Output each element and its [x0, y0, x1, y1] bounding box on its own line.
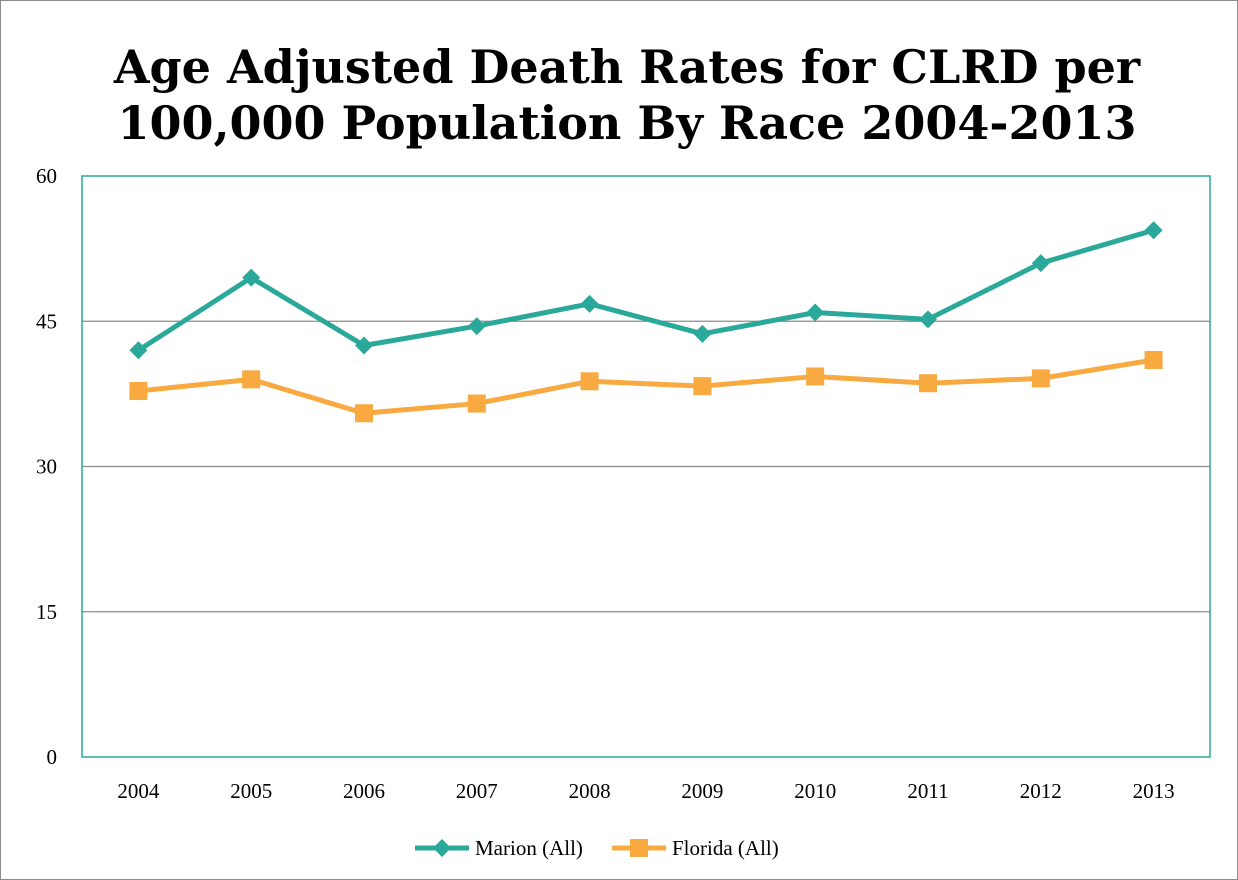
data-point-florida-all-2004 [129, 381, 148, 400]
legend-label-florida-all: Florida (All) [672, 836, 779, 860]
data-point-florida-all-2005 [242, 370, 261, 389]
data-point-marion-all-2005 [242, 268, 261, 287]
data-point-florida-all-2013 [1144, 350, 1163, 369]
legend-marker-florida-all [630, 839, 648, 857]
y-tick-label-60: 60 [36, 164, 57, 188]
series-line-marion-all [135, 227, 1157, 353]
x-tick-label-2009: 2009 [681, 779, 723, 803]
data-point-marion-all-2010 [806, 303, 825, 322]
data-point-florida-all-2009 [693, 377, 712, 396]
legend-item-florida-all: Florida (All) [612, 836, 779, 860]
data-point-florida-all-2010 [806, 367, 825, 386]
data-point-florida-all-2011 [919, 374, 937, 393]
data-point-marion-all-2009 [693, 324, 712, 343]
series-florida-all [129, 350, 1163, 423]
x-tick-label-2007: 2007 [456, 779, 498, 803]
y-tick-label-0: 0 [47, 745, 58, 769]
series-marion-all [129, 221, 1163, 360]
x-tick-label-2008: 2008 [569, 779, 611, 803]
x-tick-label-2011: 2011 [907, 779, 948, 803]
data-point-marion-all-2008 [580, 294, 599, 313]
plot-area-border [81, 175, 1211, 758]
x-tick-label-2010: 2010 [794, 779, 836, 803]
data-point-marion-all-2006 [355, 336, 373, 355]
chart-title-line-2: 100,000 Population By Race 2004-2013 [117, 96, 1136, 150]
data-point-florida-all-2012 [1031, 369, 1050, 388]
x-tick-label-2005: 2005 [230, 779, 272, 803]
legend-item-marion-all: Marion (All) [415, 836, 583, 860]
series-layer [129, 221, 1163, 423]
x-axis-ticks: 2004 2005 2006 2007 2008 2009 2010 2011 2012 2013 [117, 779, 1174, 803]
data-point-florida-all-2007 [467, 394, 486, 413]
y-axis-ticks: 0 15 30 45 60 [36, 164, 57, 769]
gridlines [82, 320, 1210, 613]
y-tick-label-45: 45 [36, 309, 57, 333]
y-tick-label-30: 30 [36, 455, 57, 479]
legend: Marion (All) Florida (All) [415, 836, 779, 860]
data-point-marion-all-2012 [1031, 254, 1050, 273]
legend-label-marion-all: Marion (All) [475, 836, 583, 860]
data-point-marion-all-2004 [129, 341, 148, 360]
chart-title-line-1: Age Adjusted Death Rates for CLRD per [113, 40, 1141, 94]
x-tick-label-2006: 2006 [343, 779, 385, 803]
data-point-florida-all-2008 [580, 372, 599, 391]
data-point-marion-all-2013 [1144, 221, 1163, 240]
x-tick-label-2013: 2013 [1133, 779, 1175, 803]
x-tick-label-2004: 2004 [117, 779, 160, 803]
data-point-florida-all-2006 [355, 404, 373, 423]
x-tick-label-2012: 2012 [1020, 779, 1062, 803]
series-line-florida-all [135, 357, 1157, 416]
y-tick-label-15: 15 [36, 600, 57, 624]
data-point-marion-all-2011 [919, 310, 937, 329]
data-point-marion-all-2007 [467, 317, 486, 336]
legend-marker-marion-all [433, 839, 451, 857]
